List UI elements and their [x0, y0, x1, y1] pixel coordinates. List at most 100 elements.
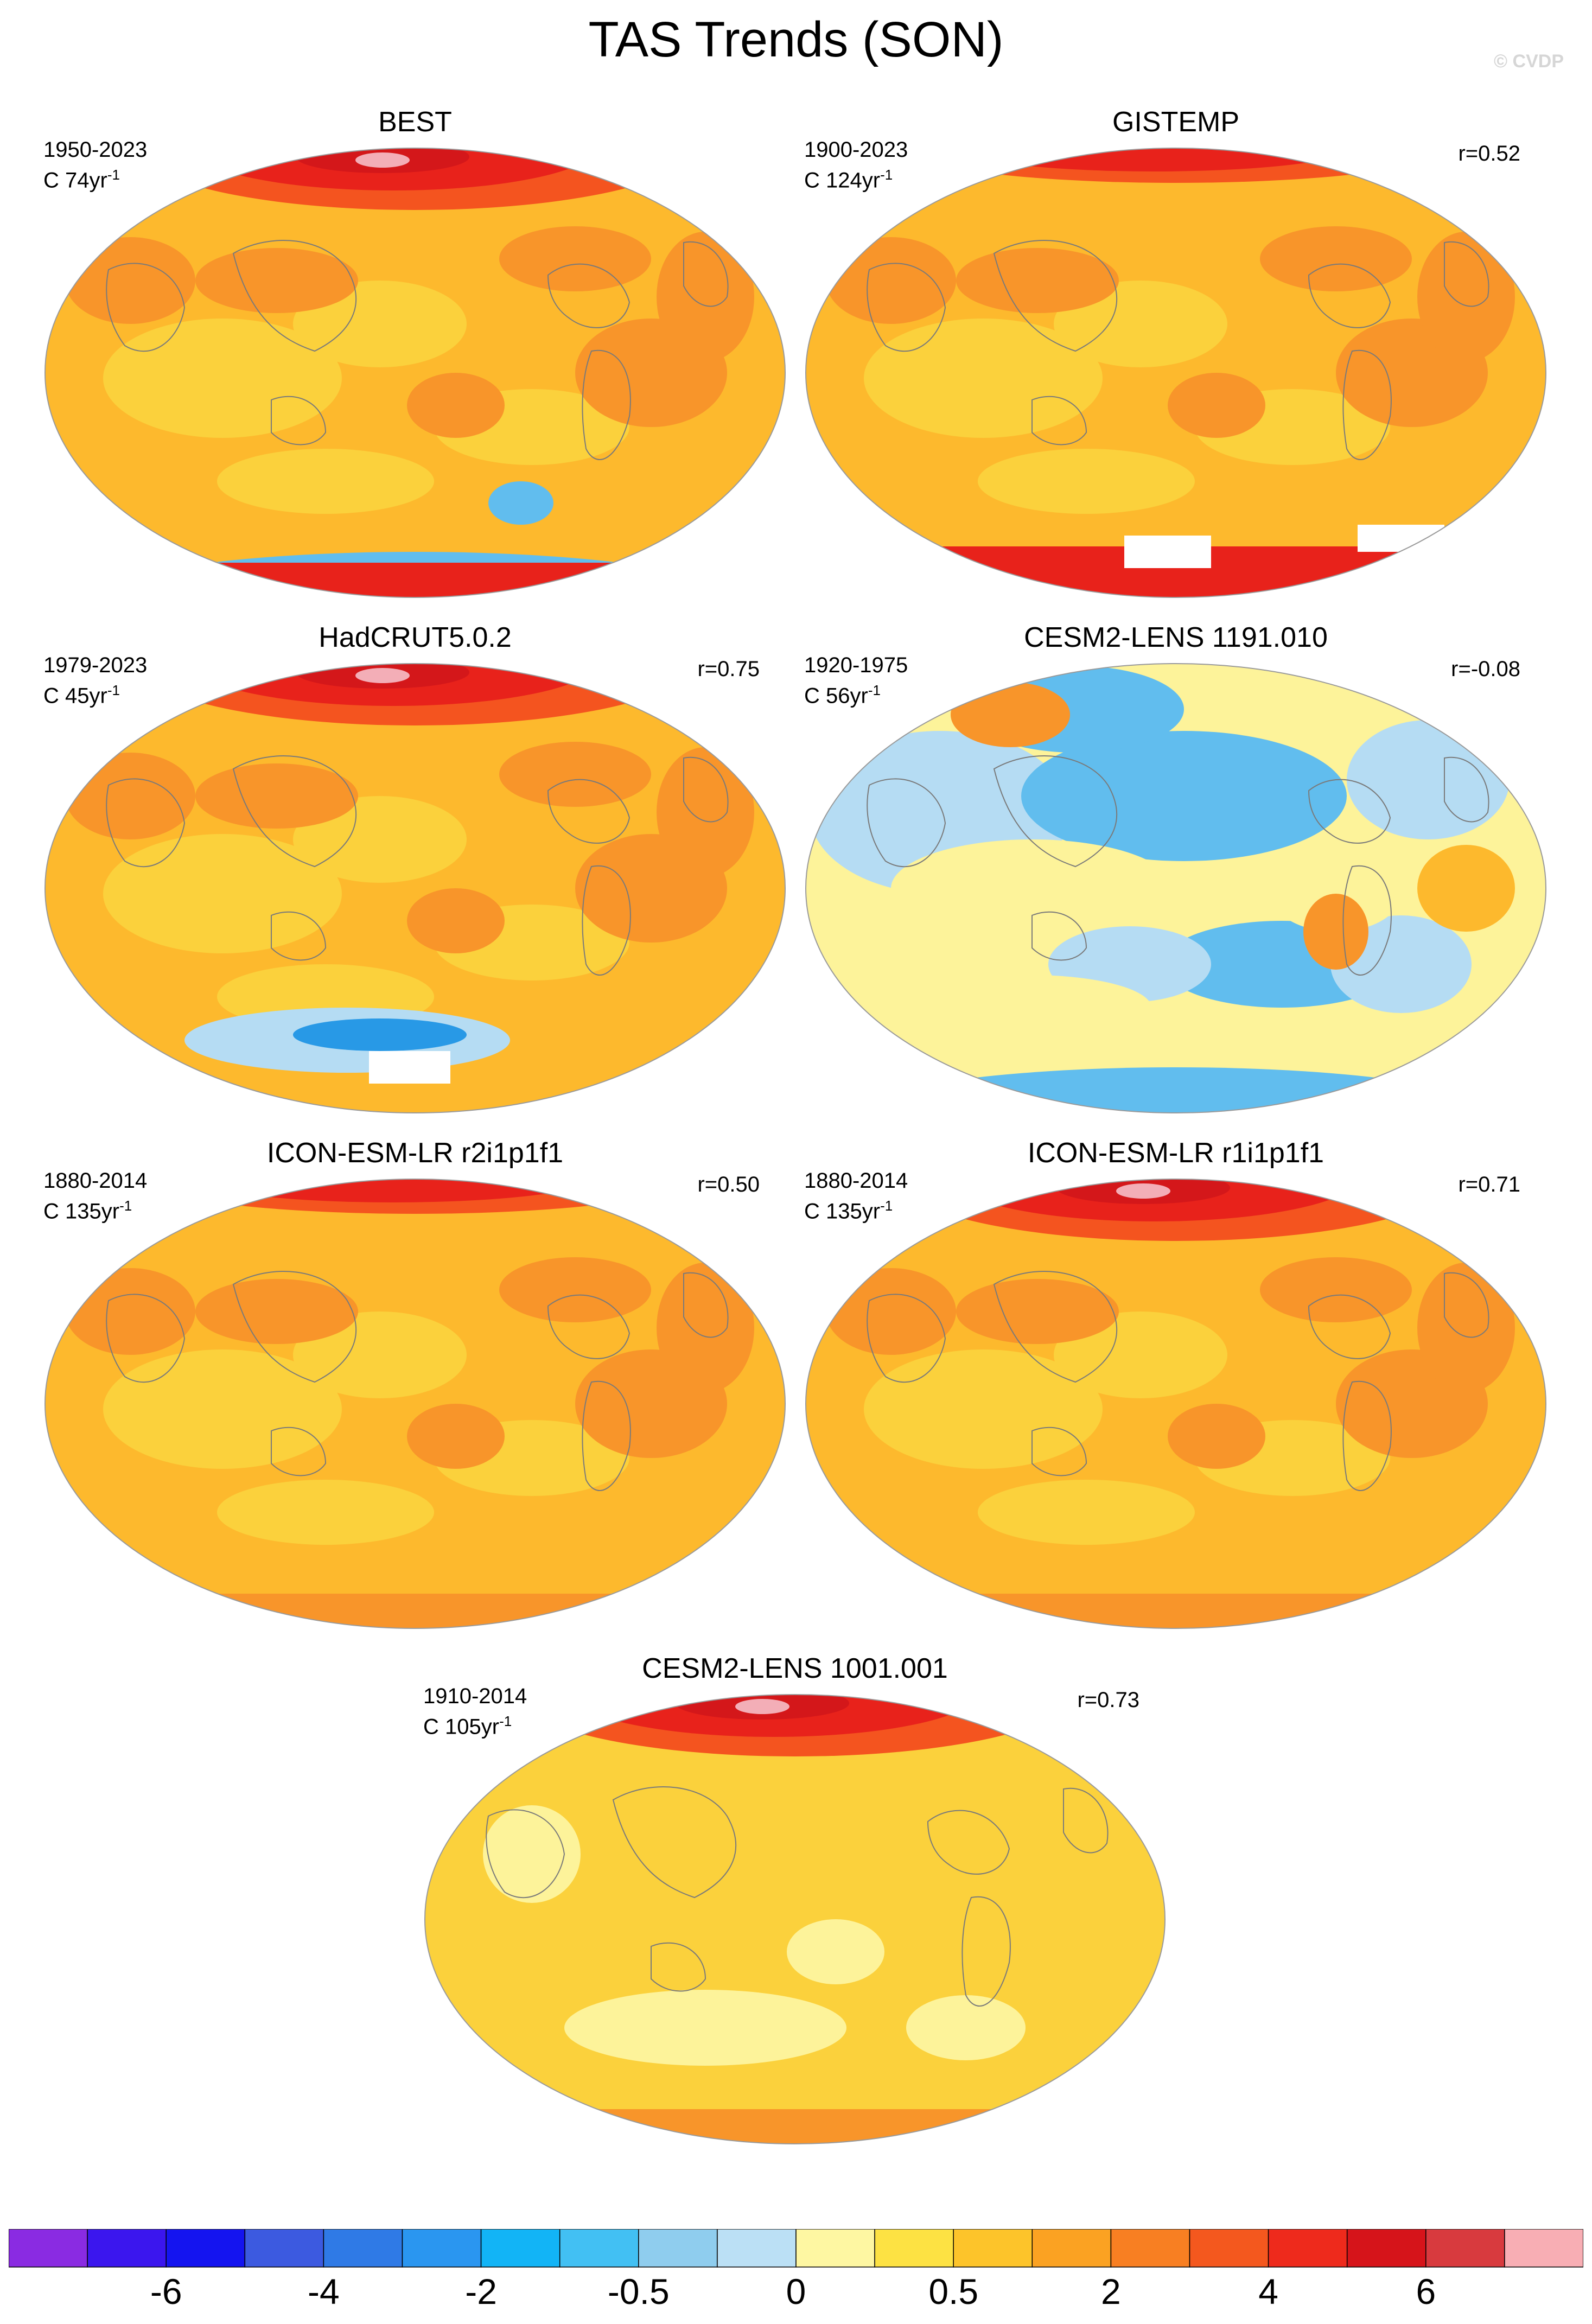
trend-region: [891, 839, 1173, 937]
antarctic-warm: [45, 1594, 785, 1628]
colorbar-tick-label: -4: [308, 2271, 340, 2312]
coastline: [271, 396, 327, 445]
trend-region: [1417, 232, 1515, 362]
trend-region: [499, 1257, 651, 1322]
trend-map: [805, 663, 1546, 1113]
coastline: [867, 263, 946, 352]
trend-region: [195, 763, 358, 829]
coastline: [547, 779, 631, 844]
arctic-core: [948, 1179, 1360, 1221]
coastline: [106, 263, 186, 352]
coastline: [927, 1810, 1010, 1875]
coastline: [232, 240, 357, 352]
colorbar-tick-label: 6: [1416, 2271, 1436, 2312]
trend-region: [1417, 1263, 1515, 1393]
colorbar-swatch: [323, 2229, 403, 2268]
colorbar-swatch: [165, 2229, 246, 2268]
trend-region: [864, 319, 1103, 438]
map-outline: [805, 1179, 1546, 1629]
colorbar-swatch: [87, 2229, 167, 2268]
r-value: r=0.75: [697, 657, 760, 681]
map-outline: [44, 663, 786, 1113]
coastline: [1308, 1294, 1391, 1359]
trend-region: [65, 1268, 195, 1355]
coastline: [683, 241, 729, 307]
r-value: r=0.71: [1458, 1173, 1520, 1196]
r-value: r=0.52: [1458, 142, 1520, 165]
coastline: [582, 865, 631, 976]
coastline: [1342, 1380, 1392, 1491]
arctic-core: [187, 664, 600, 706]
arctic-core: [567, 1695, 979, 1737]
trend-region: [787, 1919, 884, 1984]
trend-region: [407, 888, 505, 953]
trend-region: [483, 1805, 581, 1903]
colorbar-swatch: [1189, 2229, 1269, 2268]
colorbar-swatch: [402, 2229, 482, 2268]
map-outline: [44, 148, 786, 598]
coastline: [232, 1271, 357, 1383]
colorbar-tick-label: -0.5: [607, 2271, 670, 2312]
watermark: © CVDP: [1494, 51, 1564, 72]
coastline: [582, 349, 631, 460]
trend-region: [651, 1822, 868, 1919]
antarctic-warm: [45, 563, 785, 597]
arctic-peak: [1116, 1183, 1170, 1199]
colorbar-swatch: [1346, 2229, 1427, 2268]
trend-region: [956, 1279, 1119, 1344]
trend-region: [499, 742, 651, 807]
trend-region: [913, 975, 1151, 1040]
r-value: r=0.50: [697, 1173, 760, 1196]
trend-region: [657, 1263, 754, 1393]
period-label: 1979-2023: [43, 653, 148, 677]
panel-title: CESM2-LENS 1001.001: [642, 1653, 948, 1684]
antarctic-warm: [806, 1594, 1546, 1628]
coastline: [232, 755, 357, 868]
colorbar-swatch: [1268, 2229, 1348, 2268]
coastline: [1031, 1427, 1087, 1476]
r-value: r=0.73: [1077, 1688, 1139, 1712]
page-title: TAS Trends (SON): [588, 12, 1004, 67]
coastline: [271, 1427, 327, 1476]
trend-region: [657, 232, 754, 362]
colorbar-tick-label: -2: [465, 2271, 497, 2312]
panel-title: GISTEMP: [1112, 106, 1240, 138]
coastline: [1308, 779, 1391, 844]
trend-region: [195, 1279, 358, 1344]
coastline: [961, 1896, 1011, 2007]
coastline: [582, 1380, 631, 1491]
coastline: [867, 1294, 946, 1383]
coastline: [1308, 263, 1391, 328]
period-label: 1880-2014: [43, 1169, 148, 1193]
antarctic-band: [850, 1067, 1501, 1113]
trend-region: [1260, 226, 1412, 291]
trend-map: [424, 1694, 1166, 2144]
trend-region: [195, 248, 358, 313]
coastline: [547, 1294, 631, 1359]
coastline: [651, 1942, 706, 1992]
trend-map: [44, 1179, 786, 1629]
coastline: [1031, 396, 1087, 445]
trend-map: [805, 148, 1546, 598]
trend-region: [1303, 894, 1368, 970]
period-label: 1950-2023: [43, 138, 148, 162]
coastline: [683, 756, 729, 823]
count-label: C 45yr-1: [43, 682, 120, 708]
trend-region: [103, 834, 342, 953]
arctic-peak: [735, 1699, 789, 1714]
trend-region: [906, 1995, 1026, 2060]
coastline: [993, 755, 1118, 868]
count-label: C 135yr-1: [43, 1198, 132, 1224]
trend-region: [65, 753, 195, 839]
trend-region: [1347, 720, 1510, 839]
map-outline: [44, 1179, 786, 1629]
colorbar-swatch: [638, 2229, 718, 2268]
period-label: 1910-2014: [423, 1684, 527, 1708]
colorbar-swatch: [1504, 2229, 1583, 2268]
map-outline: [805, 663, 1546, 1113]
trend-region: [978, 1480, 1195, 1545]
map-outline: [805, 148, 1546, 598]
colorbar-swatch: [244, 2229, 324, 2268]
panel-title: BEST: [378, 106, 452, 138]
period-label: 1920-1975: [804, 653, 908, 677]
